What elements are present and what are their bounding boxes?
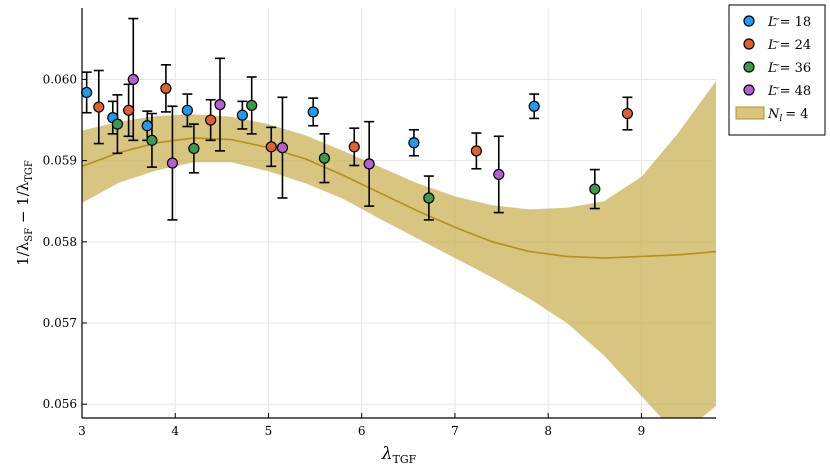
data-point-series-4 bbox=[166, 157, 179, 169]
x-tick-label: 3 bbox=[78, 424, 86, 438]
legend-subscript: l bbox=[779, 114, 782, 124]
data-point-series-2 bbox=[621, 107, 634, 120]
data-point-series-1 bbox=[528, 100, 540, 112]
data-point-series-3 bbox=[423, 192, 435, 204]
data-point-series-1 bbox=[81, 86, 93, 99]
legend-label-series-1: ~L = 18 bbox=[767, 14, 811, 30]
data-point-series-2 bbox=[470, 145, 482, 157]
data-point-series-3 bbox=[146, 134, 158, 146]
data-point-series-1 bbox=[236, 109, 248, 121]
ticks: 3 4 5 6 7 8 9 0.056 0.057 0.058 0.059 0.060 bbox=[43, 72, 646, 438]
data-point-series-3 bbox=[246, 99, 258, 112]
legend-value: = 4 bbox=[785, 107, 808, 122]
y-axis-label: 1/λSF − 1/λTGF bbox=[14, 160, 35, 266]
legend-letter: N bbox=[767, 107, 780, 122]
data-point-series-1 bbox=[141, 120, 153, 132]
legend-value: = 24 bbox=[780, 38, 812, 53]
x-axis-label-sub: TGF bbox=[393, 453, 417, 466]
fit-band-layer bbox=[82, 81, 716, 418]
data-point-series-2 bbox=[348, 141, 360, 153]
legend-label-series-3: ~L = 36 bbox=[767, 60, 811, 76]
legend-marker-series-3 bbox=[743, 61, 755, 73]
legend-tilde: ~ bbox=[772, 14, 780, 25]
legend-marker-fit bbox=[735, 106, 765, 120]
fit-confidence-band bbox=[82, 81, 716, 418]
y-tick-label: 0.059 bbox=[43, 154, 77, 168]
x-tick-label: 8 bbox=[544, 424, 552, 438]
data-point-series-4 bbox=[127, 73, 139, 86]
y-axis-label-sub2: TGF bbox=[24, 160, 35, 182]
legend-label-series-4: ~L = 48 bbox=[767, 83, 811, 99]
legend-tilde: ~ bbox=[772, 60, 780, 71]
legend-letter: L bbox=[767, 38, 777, 53]
data-point-series-2 bbox=[265, 141, 277, 153]
legend-letter: L bbox=[767, 15, 777, 30]
y-axis-label-middle: − 1/λ bbox=[14, 181, 32, 228]
legend-value: = 48 bbox=[780, 84, 812, 99]
data-point-series-1 bbox=[408, 137, 420, 149]
legend-letter: L bbox=[767, 84, 777, 99]
data-point-series-3 bbox=[111, 118, 124, 130]
legend-marker-series-4 bbox=[743, 84, 755, 96]
data-points bbox=[81, 73, 634, 204]
legend-tilde: ~ bbox=[772, 83, 780, 94]
data-point-series-2 bbox=[205, 114, 217, 126]
data-point-series-3 bbox=[188, 142, 200, 155]
legend-value: = 36 bbox=[780, 61, 812, 76]
data-point-series-2 bbox=[123, 104, 135, 116]
x-axis-label: λTGF bbox=[381, 444, 417, 466]
legend-marker-series-1 bbox=[743, 15, 755, 27]
x-tick-label: 7 bbox=[451, 424, 459, 438]
x-axis-label-main: λ bbox=[381, 444, 393, 464]
y-tick-label: 0.057 bbox=[43, 316, 77, 330]
fit-line bbox=[82, 137, 716, 259]
y-tick-label: 0.056 bbox=[43, 397, 77, 411]
data-point-series-3 bbox=[589, 183, 601, 195]
legend-label-fit: Nl = 4 bbox=[767, 107, 809, 124]
y-axis-label-sub1: SF bbox=[24, 228, 35, 242]
legend-value: = 18 bbox=[780, 15, 812, 30]
data-point-series-2 bbox=[93, 101, 105, 113]
data-point-series-2 bbox=[160, 82, 172, 94]
y-tick-label: 0.060 bbox=[43, 72, 77, 86]
data-point-series-4 bbox=[214, 99, 226, 111]
x-tick-label: 6 bbox=[358, 424, 366, 438]
legend-letter: L bbox=[767, 61, 777, 76]
data-point-series-1 bbox=[181, 104, 193, 116]
data-point-series-4 bbox=[276, 142, 289, 154]
x-tick-label: 5 bbox=[265, 424, 273, 438]
legend-tilde: ~ bbox=[772, 37, 780, 48]
y-axis-label-prefix: 1/λ bbox=[14, 241, 32, 266]
x-tick-label: 9 bbox=[638, 424, 646, 438]
data-point-series-4 bbox=[493, 168, 505, 181]
data-point-series-3 bbox=[318, 152, 331, 164]
y-tick-label: 0.058 bbox=[43, 235, 77, 249]
x-tick-label: 4 bbox=[171, 424, 179, 438]
data-point-series-1 bbox=[307, 106, 319, 118]
legend-marker-series-2 bbox=[743, 38, 755, 50]
data-point-series-4 bbox=[363, 158, 375, 170]
legend-label-series-2: ~L = 24 bbox=[767, 37, 811, 53]
